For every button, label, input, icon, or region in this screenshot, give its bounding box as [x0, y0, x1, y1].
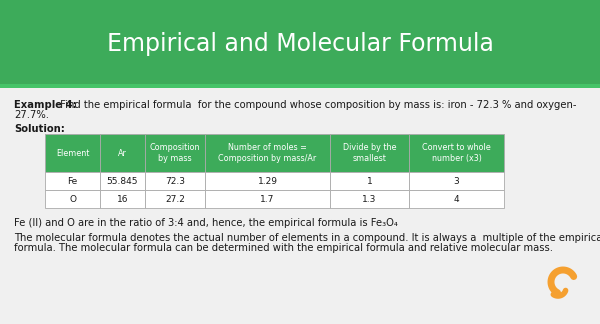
Text: Divide by the
smallest: Divide by the smallest: [343, 143, 397, 163]
FancyBboxPatch shape: [145, 172, 205, 190]
FancyBboxPatch shape: [330, 190, 409, 208]
FancyBboxPatch shape: [100, 172, 145, 190]
FancyBboxPatch shape: [0, 0, 600, 88]
Text: Ar: Ar: [118, 148, 127, 157]
Text: Fe (II) and O are in the ratio of 3:4 and, hence, the empirical formula is Fe₃O₄: Fe (II) and O are in the ratio of 3:4 an…: [14, 218, 398, 228]
Text: 16: 16: [117, 194, 128, 203]
Text: Solution:: Solution:: [14, 124, 65, 134]
FancyBboxPatch shape: [205, 134, 330, 172]
Text: formula. The molecular formula can be determined with the empirical formula and : formula. The molecular formula can be de…: [14, 243, 553, 253]
Text: 72.3: 72.3: [165, 177, 185, 186]
Text: 1.29: 1.29: [257, 177, 278, 186]
Text: Empirical and Molecular Formula: Empirical and Molecular Formula: [107, 32, 493, 56]
Text: Example 4:: Example 4:: [14, 100, 77, 110]
FancyBboxPatch shape: [145, 190, 205, 208]
FancyBboxPatch shape: [100, 134, 145, 172]
Text: O: O: [69, 194, 76, 203]
FancyBboxPatch shape: [45, 190, 100, 208]
Text: Find the empirical formula  for the compound whose composition by mass is: iron : Find the empirical formula for the compo…: [57, 100, 577, 110]
Text: Fe: Fe: [67, 177, 77, 186]
Text: Convert to whole
number (x3): Convert to whole number (x3): [422, 143, 491, 163]
Text: Number of moles =
Composition by mass/Ar: Number of moles = Composition by mass/Ar: [218, 143, 317, 163]
Text: Element: Element: [56, 148, 89, 157]
Text: 4: 4: [454, 194, 460, 203]
FancyBboxPatch shape: [45, 134, 100, 172]
Text: 55.845: 55.845: [107, 177, 138, 186]
Text: The molecular formula denotes the actual number of elements in a compound. It is: The molecular formula denotes the actual…: [14, 233, 600, 243]
Text: 1.3: 1.3: [362, 194, 377, 203]
FancyBboxPatch shape: [330, 172, 409, 190]
FancyBboxPatch shape: [100, 190, 145, 208]
Text: 27.2: 27.2: [165, 194, 185, 203]
FancyBboxPatch shape: [409, 190, 504, 208]
FancyBboxPatch shape: [409, 134, 504, 172]
Text: 3: 3: [454, 177, 460, 186]
FancyBboxPatch shape: [45, 172, 100, 190]
Text: 1.7: 1.7: [260, 194, 275, 203]
FancyBboxPatch shape: [205, 190, 330, 208]
FancyBboxPatch shape: [409, 172, 504, 190]
Text: Composition
by mass: Composition by mass: [150, 143, 200, 163]
FancyBboxPatch shape: [205, 172, 330, 190]
FancyBboxPatch shape: [0, 84, 600, 88]
FancyBboxPatch shape: [330, 134, 409, 172]
Text: 27.7%.: 27.7%.: [14, 110, 49, 120]
FancyBboxPatch shape: [145, 134, 205, 172]
Text: 1: 1: [367, 177, 373, 186]
